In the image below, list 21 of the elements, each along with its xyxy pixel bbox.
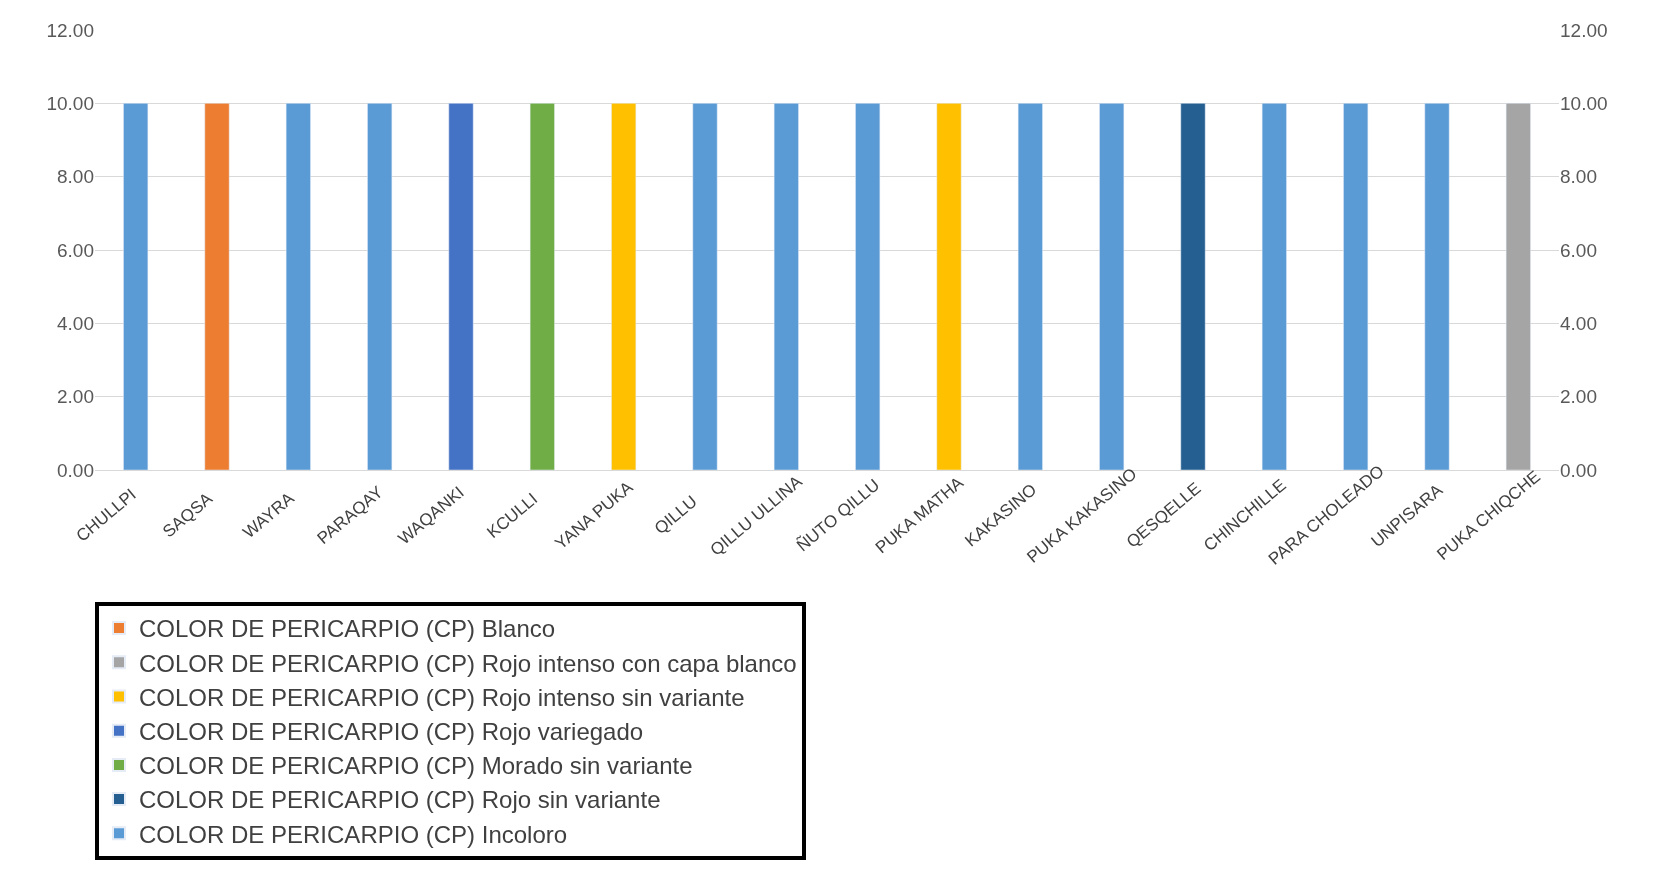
y-tick-label: 0.00 bbox=[57, 459, 94, 481]
legend-label: COLOR DE PERICARPIO (CP) Rojo sin variante bbox=[139, 786, 661, 814]
y-tick-label: 4.00 bbox=[57, 312, 94, 334]
legend-label: COLOR DE PERICARPIO (CP) Incoloro bbox=[139, 820, 568, 848]
legend-label: COLOR DE PERICARPIO (CP) Rojo intenso sin variante bbox=[139, 683, 745, 711]
y-tick-label: 8.00 bbox=[57, 166, 94, 188]
y-tick-label: 2.00 bbox=[57, 386, 94, 408]
legend-label: COLOR DE PERICARPIO (CP) Blanco bbox=[139, 615, 556, 643]
y2-tick-label: 6.00 bbox=[1560, 239, 1597, 261]
y-tick-label: 6.00 bbox=[57, 239, 94, 261]
legend-label: COLOR DE PERICARPIO (CP) Rojo intenso con capa blanco bbox=[139, 649, 797, 677]
y-tick-label: 12.00 bbox=[46, 19, 94, 41]
y2-tick-label: 0.00 bbox=[1560, 459, 1597, 481]
legend-label: COLOR DE PERICARPIO (CP) Morado sin variante bbox=[139, 752, 693, 780]
legend-label: COLOR DE PERICARPIO (CP) Rojo variegado bbox=[139, 718, 644, 746]
y2-tick-label: 10.00 bbox=[1560, 92, 1608, 114]
y-tick-label: 10.00 bbox=[46, 92, 94, 114]
y2-tick-label: 12.00 bbox=[1560, 19, 1608, 41]
y2-tick-label: 8.00 bbox=[1560, 166, 1597, 188]
y2-tick-label: 4.00 bbox=[1560, 312, 1597, 334]
y2-tick-label: 2.00 bbox=[1560, 386, 1597, 408]
